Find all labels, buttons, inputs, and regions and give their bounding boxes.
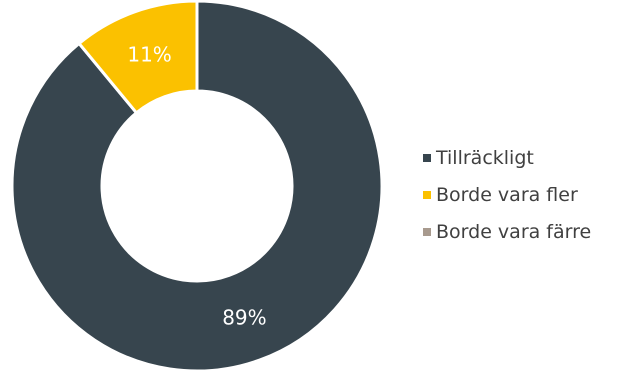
legend-label-borde-vara-farre: Borde vara färre — [436, 221, 591, 243]
slice-borde-vara-fler — [76, 0, 199, 115]
slice-label-tillrackligt: 89% — [222, 306, 266, 330]
legend-label-borde-vara-fler: Borde vara fler — [436, 184, 578, 206]
legend-label-tillrackligt: Tillräckligt — [435, 147, 534, 169]
slice-labels: 89% 11% — [127, 42, 266, 329]
legend-swatch-borde-vara-farre — [423, 228, 431, 236]
donut-slices — [10, 0, 384, 373]
legend-swatch-tillrackligt — [423, 154, 431, 162]
slice-label-borde-vara-fler: 11% — [127, 42, 171, 66]
legend: Tillräckligt Borde vara fler Borde vara fä… — [423, 147, 591, 243]
legend-swatch-borde-vara-fler — [423, 191, 431, 199]
slice-tillrackligt — [10, 0, 384, 373]
